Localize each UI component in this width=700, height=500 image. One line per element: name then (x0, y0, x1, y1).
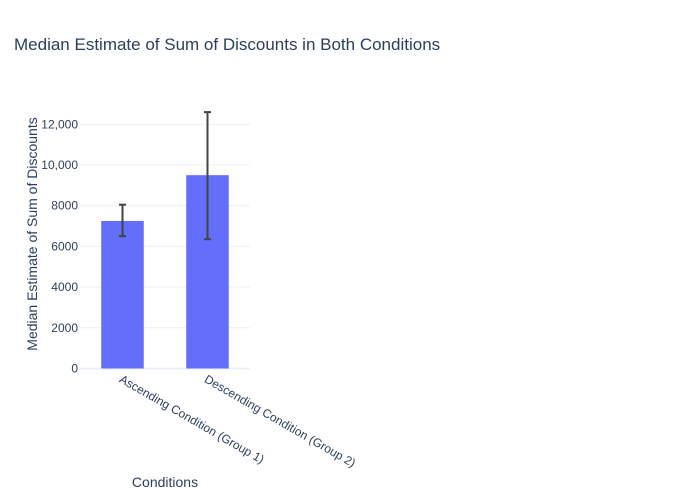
y-tick-label: 8000 (51, 199, 78, 213)
x-tick-label: Ascending Condition (Group 1) (117, 372, 267, 467)
y-axis-title: Median Estimate of Sum of Discounts (24, 117, 40, 350)
error-bar (119, 203, 126, 238)
y-tick-label: 4000 (51, 280, 78, 294)
error-bar (204, 111, 211, 241)
x-axis-title: Conditions (132, 474, 198, 490)
x-tick-label: Descending Condition (Group 2) (202, 372, 358, 470)
y-tick-label: 2000 (51, 321, 78, 335)
y-tick-labels: 0 2000 4000 6000 8000 10,000 12,000 (41, 117, 78, 375)
y-tick-label: 12,000 (41, 117, 78, 131)
bar[interactable] (101, 220, 144, 369)
error-bars (119, 111, 211, 241)
x-tick-labels: Ascending Condition (Group 1)Descending … (117, 372, 358, 470)
y-tick-label: 6000 (51, 239, 78, 253)
y-tick-label: 0 (71, 362, 78, 376)
chart-title: Median Estimate of Sum of Discounts in B… (14, 35, 440, 54)
y-tick-label: 10,000 (41, 158, 78, 172)
